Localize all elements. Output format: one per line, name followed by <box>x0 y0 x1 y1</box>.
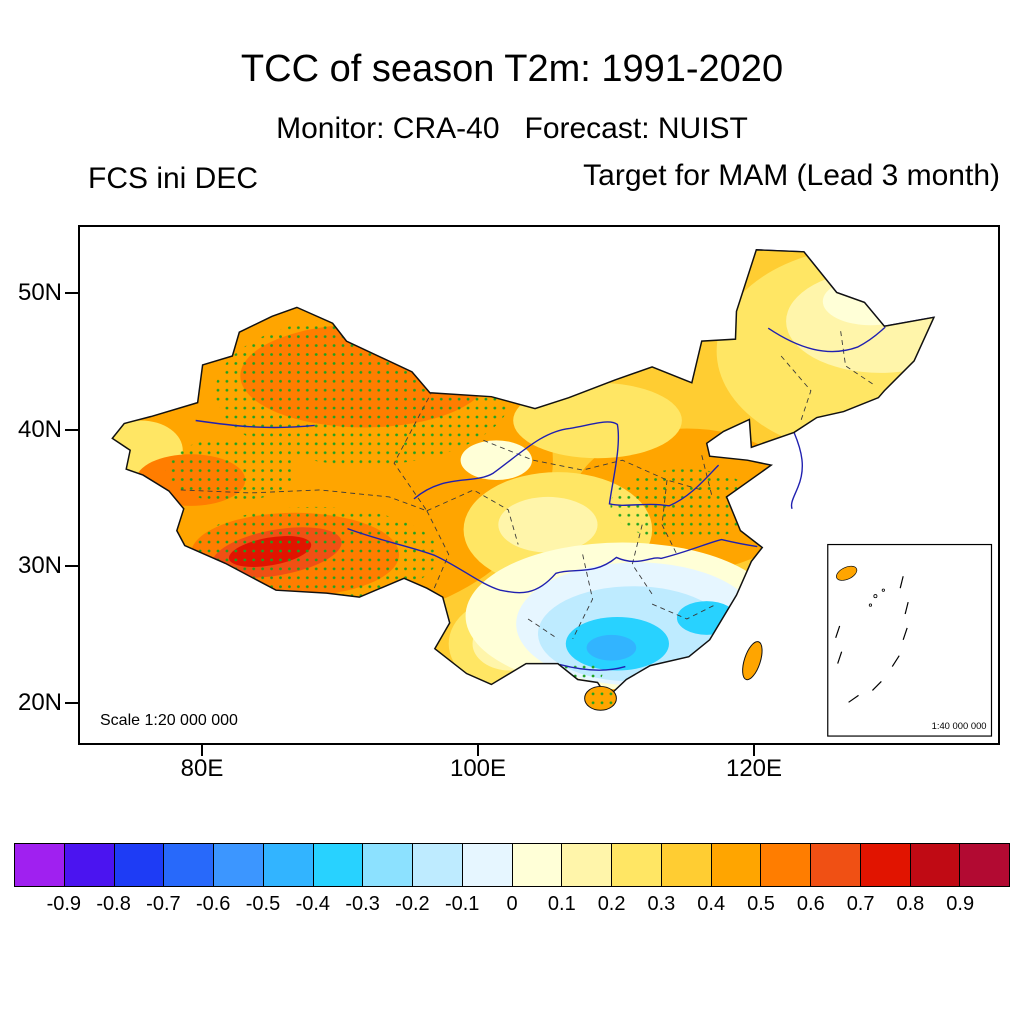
contour-central-paleyellow <box>498 496 598 553</box>
colorbar <box>14 843 1010 887</box>
contour-se-deepblue-core <box>586 634 637 661</box>
x-axis-tick-mark <box>753 745 755 756</box>
colorbar-tick-label: 0.6 <box>796 893 825 915</box>
colorbar-cell <box>362 843 413 887</box>
inset-islands <box>868 588 885 607</box>
pearl-river-line <box>559 663 626 671</box>
inset-hainan-island <box>836 565 858 581</box>
y-axis-tick-mark <box>65 565 78 567</box>
init-label: FCS ini DEC <box>88 162 259 195</box>
x-axis-tick-mark <box>201 745 203 756</box>
figure-title: TCC of season T2m: 1991-2020 <box>240 48 784 90</box>
colorbar-cell <box>660 843 712 887</box>
colorbar-cell <box>511 843 563 887</box>
colorbar-tick-label: 0.4 <box>697 893 726 915</box>
colorbar-cell <box>312 843 364 887</box>
colorbar-cell <box>412 843 463 887</box>
inset-frame <box>827 543 993 737</box>
colorbar-cell <box>63 843 115 887</box>
contour-se-midblue-east <box>676 601 737 635</box>
map-panel: 1:40 000 000 Scale 1:20 000 000 <box>78 225 1000 745</box>
map-scale-label: Scale 1:20 000 000 <box>100 712 238 729</box>
colorbar-tick-label: 0.1 <box>547 893 576 915</box>
y-axis-tick-mark <box>65 702 78 704</box>
contour-xinjiang-cream <box>460 440 533 481</box>
contour-ne-cream <box>822 277 919 326</box>
colorbar-tick-label: 0.5 <box>747 893 775 915</box>
south-china-sea-inset: 1:40 000 000 <box>827 543 993 737</box>
korea-coast-line <box>790 432 804 510</box>
x-axis-tick-mark <box>477 745 479 756</box>
province-boundaries <box>180 318 876 640</box>
colorbar-tick-label: 0.9 <box>946 893 975 915</box>
colorbar-tick-label: 0.8 <box>896 893 925 915</box>
inset-scale-label: 1:40 000 000 <box>932 720 987 731</box>
china-tcc-map: 1:40 000 000 <box>111 249 993 737</box>
y-axis-tick-label: 20N <box>17 689 62 716</box>
colorbar-cell <box>213 843 264 887</box>
colorbar-tick-label: 0.2 <box>597 893 626 915</box>
songhua-river-line <box>767 326 886 353</box>
x-axis-tick-label: 100E <box>449 755 507 782</box>
colorbar-tick-label: 0.7 <box>846 893 875 915</box>
colorbar-cell <box>611 843 662 887</box>
colorbar-tick-label: -0.3 <box>345 893 380 915</box>
contour-west-red-spot <box>118 477 149 497</box>
x-axis-tick-label: 120E <box>725 755 783 782</box>
rivers <box>195 326 886 671</box>
colorbar-tick-label: -0.7 <box>146 893 181 915</box>
colorbar-cell <box>710 843 762 887</box>
x-axis-tick-label: 80E <box>180 755 224 782</box>
hainan-island <box>584 685 617 711</box>
colorbar-tick-label: -0.6 <box>195 893 231 915</box>
target-label: Target for MAM (Lead 3 month) <box>583 159 1000 192</box>
colorbar-cell <box>810 843 861 887</box>
colorbar-labels: -0.9 -0.8 -0.7 -0.6 -0.5 -0.4 -0.3 -0.2 -0.1 0 0.1… <box>14 893 1010 919</box>
colorbar-cell <box>163 843 214 887</box>
colorbar-cell <box>909 843 961 887</box>
contour-innermongolia-yellow <box>513 382 682 459</box>
figure-subtitle: Monitor: CRA-40 Forecast: NUIST <box>276 112 748 145</box>
contour-ne-east-paleyellow <box>887 372 934 449</box>
y-axis-tick-label: 40N <box>17 416 62 443</box>
colorbar-cell <box>14 843 65 887</box>
y-axis-tick-label: 50N <box>17 279 62 306</box>
colorbar-cell <box>461 843 513 887</box>
taiwan-island <box>742 641 763 681</box>
ili-river-line <box>195 419 315 429</box>
colorbar-tick-label: 0 <box>506 893 518 915</box>
stipple-hainan <box>586 688 615 709</box>
y-axis-tick-mark <box>65 429 78 431</box>
colorbar-cell <box>113 843 165 887</box>
china-border-outline <box>111 249 936 699</box>
colorbar-cell <box>859 843 911 887</box>
colorbar-cell <box>760 843 811 887</box>
stipple-north-china-plain <box>610 469 760 541</box>
colorbar-tick-label: -0.5 <box>245 893 281 915</box>
yellow-river-line <box>413 421 720 507</box>
stipple-west <box>165 438 295 502</box>
colorbar-tick-label: -0.1 <box>444 893 480 915</box>
y-axis-tick-mark <box>65 292 78 294</box>
stipple-tibet <box>190 506 439 603</box>
y-axis-tick-label: 30N <box>17 552 62 579</box>
colorbar-cell <box>262 843 314 887</box>
colorbar-tick-label: -0.9 <box>46 893 82 915</box>
colorbar-tick-label: 0.3 <box>647 893 676 915</box>
colorbar-cell <box>959 843 1010 887</box>
colorbar-tick-label: -0.2 <box>395 893 430 915</box>
nine-dash-line <box>835 576 909 703</box>
yangtze-river-line <box>347 528 758 594</box>
colorbar-cell <box>561 843 612 887</box>
colorbar-tick-label: -0.4 <box>295 893 331 915</box>
colorbar-tick-label: -0.8 <box>96 893 131 915</box>
stipple-south <box>552 659 603 688</box>
